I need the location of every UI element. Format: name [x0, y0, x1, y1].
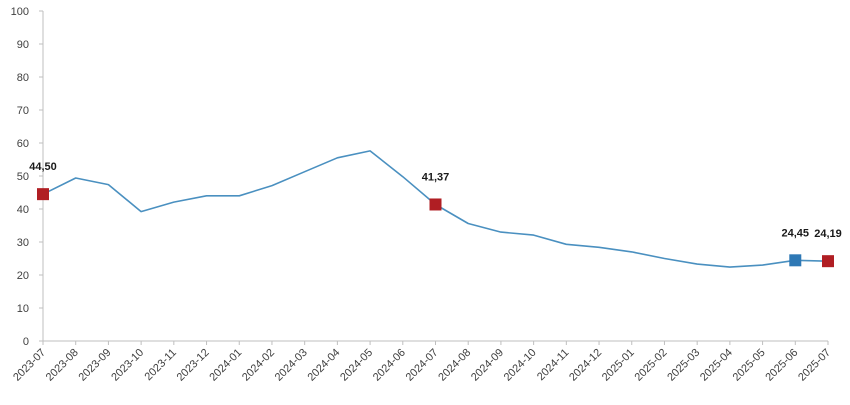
data-label: 24,45	[782, 227, 810, 239]
y-tick-label: 10	[17, 303, 29, 315]
x-tick-label: 2024-03	[273, 347, 310, 384]
x-tick-label: 2024-04	[305, 347, 342, 384]
highlight-markers	[37, 188, 834, 268]
x-tick-label: 2023-11	[142, 347, 178, 383]
y-tick-label: 70	[17, 105, 29, 117]
x-tick-label: 2025-05	[731, 347, 768, 384]
y-tick-label: 20	[17, 270, 29, 282]
x-tick-label: 2025-01	[600, 347, 637, 384]
x-tick-label: 2025-03	[665, 347, 702, 384]
x-tick-label: 2024-10	[502, 347, 539, 384]
y-tick-label: 50	[17, 171, 29, 183]
y-tick-label: 100	[11, 6, 29, 18]
x-tick-label: 2024-09	[469, 347, 506, 384]
y-axis-ticks: 0 10 20 30 40 50 60 70 80 90 100	[11, 6, 43, 348]
data-point-marker	[789, 254, 802, 267]
x-tick-label: 2024-07	[404, 347, 441, 384]
x-tick-label: 2023-10	[109, 347, 146, 384]
x-tick-label: 2025-04	[698, 347, 735, 384]
y-tick-label: 80	[17, 72, 29, 84]
x-tick-label: 2024-05	[338, 347, 375, 384]
x-tick-label: 2024-08	[436, 347, 473, 384]
x-tick-label: 2023-09	[77, 347, 114, 384]
x-tick-label: 2024-02	[240, 347, 277, 384]
x-axis-ticks: 2023-072023-082023-092023-102023-112023-…	[11, 341, 833, 384]
x-tick-label: 2024-12	[567, 347, 604, 384]
data-label: 44,50	[29, 161, 57, 173]
data-point-marker	[429, 198, 442, 211]
y-tick-label: 0	[23, 336, 29, 348]
data-label: 41,37	[422, 171, 450, 183]
x-tick-label: 2025-02	[633, 347, 670, 384]
data-labels: 44,50 41,37 24,45 24,19	[29, 161, 842, 240]
data-point-marker	[37, 188, 49, 201]
x-tick-label: 2024-06	[371, 347, 408, 384]
x-tick-label: 2023-08	[44, 347, 81, 384]
x-tick-label: 2023-07	[11, 347, 48, 384]
y-tick-label: 90	[17, 39, 29, 51]
x-tick-label: 2024-01	[207, 347, 244, 384]
data-label: 24,19	[814, 228, 842, 240]
x-tick-label: 2023-12	[175, 347, 212, 384]
y-tick-label: 60	[17, 138, 29, 150]
x-tick-label: 2025-07	[796, 347, 833, 384]
y-tick-label: 30	[17, 237, 29, 249]
x-tick-label: 2024-11	[535, 347, 571, 383]
data-point-marker	[822, 255, 834, 268]
x-tick-label: 2025-06	[763, 347, 800, 384]
y-tick-label: 40	[17, 204, 29, 216]
